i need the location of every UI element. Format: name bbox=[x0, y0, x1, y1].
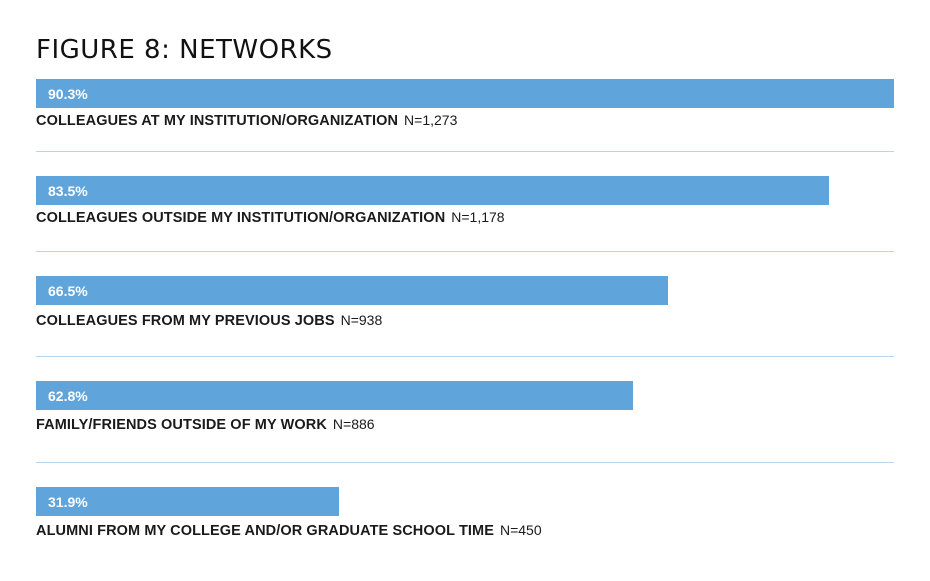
bar-value-label: 62.8% bbox=[48, 388, 88, 404]
sample-size-label: N=938 bbox=[340, 312, 383, 328]
category-row-label: COLLEAGUES AT MY INSTITUTION/ORGANIZATIO… bbox=[36, 111, 457, 130]
bar-value-label: 83.5% bbox=[48, 183, 88, 199]
sample-size-label: N=1,178 bbox=[451, 209, 505, 225]
sample-size-label: N=1,273 bbox=[404, 112, 458, 128]
bar: 62.8% bbox=[36, 381, 633, 410]
category-label: ALUMNI FROM MY COLLEGE AND/OR GRADUATE S… bbox=[36, 523, 494, 539]
category-label: FAMILY/FRIENDS OUTSIDE OF MY WORK bbox=[36, 417, 327, 433]
category-row-label: COLLEAGUES FROM MY PREVIOUS JOBS N=938 bbox=[36, 311, 382, 330]
chart-title: FIGURE 8: NETWORKS bbox=[36, 35, 333, 65]
category-row-label: ALUMNI FROM MY COLLEGE AND/OR GRADUATE S… bbox=[36, 521, 542, 540]
bar-value-label: 31.9% bbox=[48, 494, 88, 510]
bar: 31.9% bbox=[36, 487, 339, 516]
bar: 90.3% bbox=[36, 79, 894, 108]
category-row-label: COLLEAGUES OUTSIDE MY INSTITUTION/ORGANI… bbox=[36, 208, 505, 227]
category-row-label: FAMILY/FRIENDS OUTSIDE OF MY WORK N=886 bbox=[36, 415, 375, 434]
row-divider bbox=[36, 251, 894, 252]
bar: 83.5% bbox=[36, 176, 829, 205]
bar-value-label: 66.5% bbox=[48, 283, 88, 299]
sample-size-label: N=450 bbox=[499, 522, 542, 538]
row-divider bbox=[36, 356, 894, 357]
category-label: COLLEAGUES OUTSIDE MY INSTITUTION/ORGANI… bbox=[36, 210, 446, 226]
bar-value-label: 90.3% bbox=[48, 86, 88, 102]
category-label: COLLEAGUES AT MY INSTITUTION/ORGANIZATIO… bbox=[36, 113, 399, 129]
category-label: COLLEAGUES FROM MY PREVIOUS JOBS bbox=[36, 313, 335, 329]
row-divider bbox=[36, 151, 894, 152]
sample-size-label: N=886 bbox=[332, 416, 375, 432]
bar: 66.5% bbox=[36, 276, 668, 305]
row-divider bbox=[36, 462, 894, 463]
